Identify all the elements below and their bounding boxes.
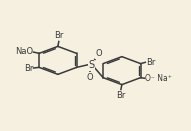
Text: O⁻ Na⁺: O⁻ Na⁺ xyxy=(145,74,172,83)
Text: Br: Br xyxy=(116,91,126,100)
Text: O: O xyxy=(86,73,93,81)
Text: Br: Br xyxy=(146,58,155,67)
Text: NaO: NaO xyxy=(15,47,33,56)
Text: Br: Br xyxy=(24,64,33,73)
Text: O: O xyxy=(95,50,102,58)
Text: S: S xyxy=(88,61,94,70)
Text: Br: Br xyxy=(54,31,63,40)
